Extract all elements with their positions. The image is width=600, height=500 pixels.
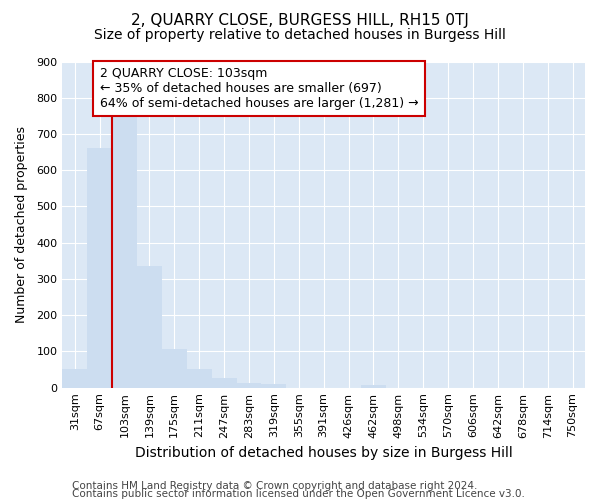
- Bar: [62, 369, 87, 388]
- Bar: [361, 385, 386, 388]
- Bar: [236, 382, 262, 388]
- Bar: [137, 266, 162, 388]
- Text: Size of property relative to detached houses in Burgess Hill: Size of property relative to detached ho…: [94, 28, 506, 42]
- Text: Contains HM Land Registry data © Crown copyright and database right 2024.: Contains HM Land Registry data © Crown c…: [72, 481, 478, 491]
- Bar: [87, 148, 112, 388]
- Bar: [112, 116, 137, 388]
- X-axis label: Distribution of detached houses by size in Burgess Hill: Distribution of detached houses by size …: [135, 446, 512, 460]
- Bar: [212, 378, 236, 388]
- Y-axis label: Number of detached properties: Number of detached properties: [15, 126, 28, 323]
- Bar: [162, 349, 187, 388]
- Bar: [262, 384, 286, 388]
- Text: 2 QUARRY CLOSE: 103sqm
← 35% of detached houses are smaller (697)
64% of semi-de: 2 QUARRY CLOSE: 103sqm ← 35% of detached…: [100, 67, 418, 110]
- Text: Contains public sector information licensed under the Open Government Licence v3: Contains public sector information licen…: [72, 489, 525, 499]
- Text: 2, QUARRY CLOSE, BURGESS HILL, RH15 0TJ: 2, QUARRY CLOSE, BURGESS HILL, RH15 0TJ: [131, 12, 469, 28]
- Bar: [187, 369, 212, 388]
